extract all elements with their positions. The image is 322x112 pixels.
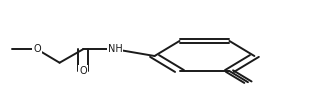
- Text: O: O: [79, 66, 87, 76]
- Text: NH: NH: [108, 44, 123, 54]
- Text: O: O: [33, 44, 41, 54]
